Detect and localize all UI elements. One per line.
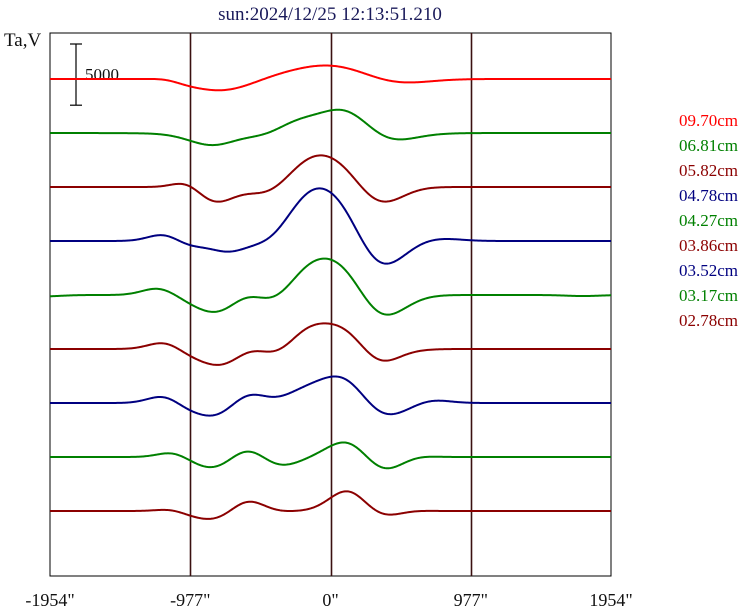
legend-entry: 05.82cm <box>679 161 738 180</box>
legend-entry: 02.78cm <box>679 311 738 330</box>
chart-title: sun:2024/12/25 12:13:51.210 <box>218 4 442 25</box>
legend-entry: 04.78cm <box>679 186 738 205</box>
plot-frame <box>49 32 612 577</box>
series-line-05.82cm <box>50 154 611 203</box>
series-line-03.52cm <box>50 375 611 417</box>
series-group <box>49 64 612 520</box>
legend-entry: 03.17cm <box>679 286 738 305</box>
series-line-03.86cm <box>50 322 611 366</box>
legend-entry: 06.81cm <box>679 136 738 155</box>
series-line-09.70cm <box>50 64 611 92</box>
legend-entry: 09.70cm <box>679 111 738 130</box>
legend: 09.70cm 06.81cm 05.82cm 04.78cm 04.27cm 03.86… <box>679 111 738 330</box>
legend-entry: 03.52cm <box>679 261 738 280</box>
scale-bar-label: 5000 <box>85 65 119 84</box>
series-line-03.17cm <box>50 441 611 470</box>
x-tick-label: 1954" <box>589 590 632 609</box>
legend-entry: 03.86cm <box>679 236 738 255</box>
series-line-02.78cm <box>50 490 611 520</box>
series-line-04.27cm <box>49 257 612 316</box>
legend-entry: 04.27cm <box>679 211 738 230</box>
x-tick-labels: -1954" -977" 0" 977" 1954" <box>25 590 632 609</box>
y-axis-label: Ta,V <box>4 30 41 51</box>
x-tick-label: 977" <box>454 590 488 609</box>
x-tick-label: 0" <box>322 590 338 609</box>
x-tick-label: -1954" <box>25 590 74 609</box>
x-tick-label: -977" <box>170 590 210 609</box>
scale-bar: 5000 <box>70 43 126 106</box>
series-line-06.81cm <box>50 108 611 147</box>
series-line-04.78cm <box>50 187 611 265</box>
